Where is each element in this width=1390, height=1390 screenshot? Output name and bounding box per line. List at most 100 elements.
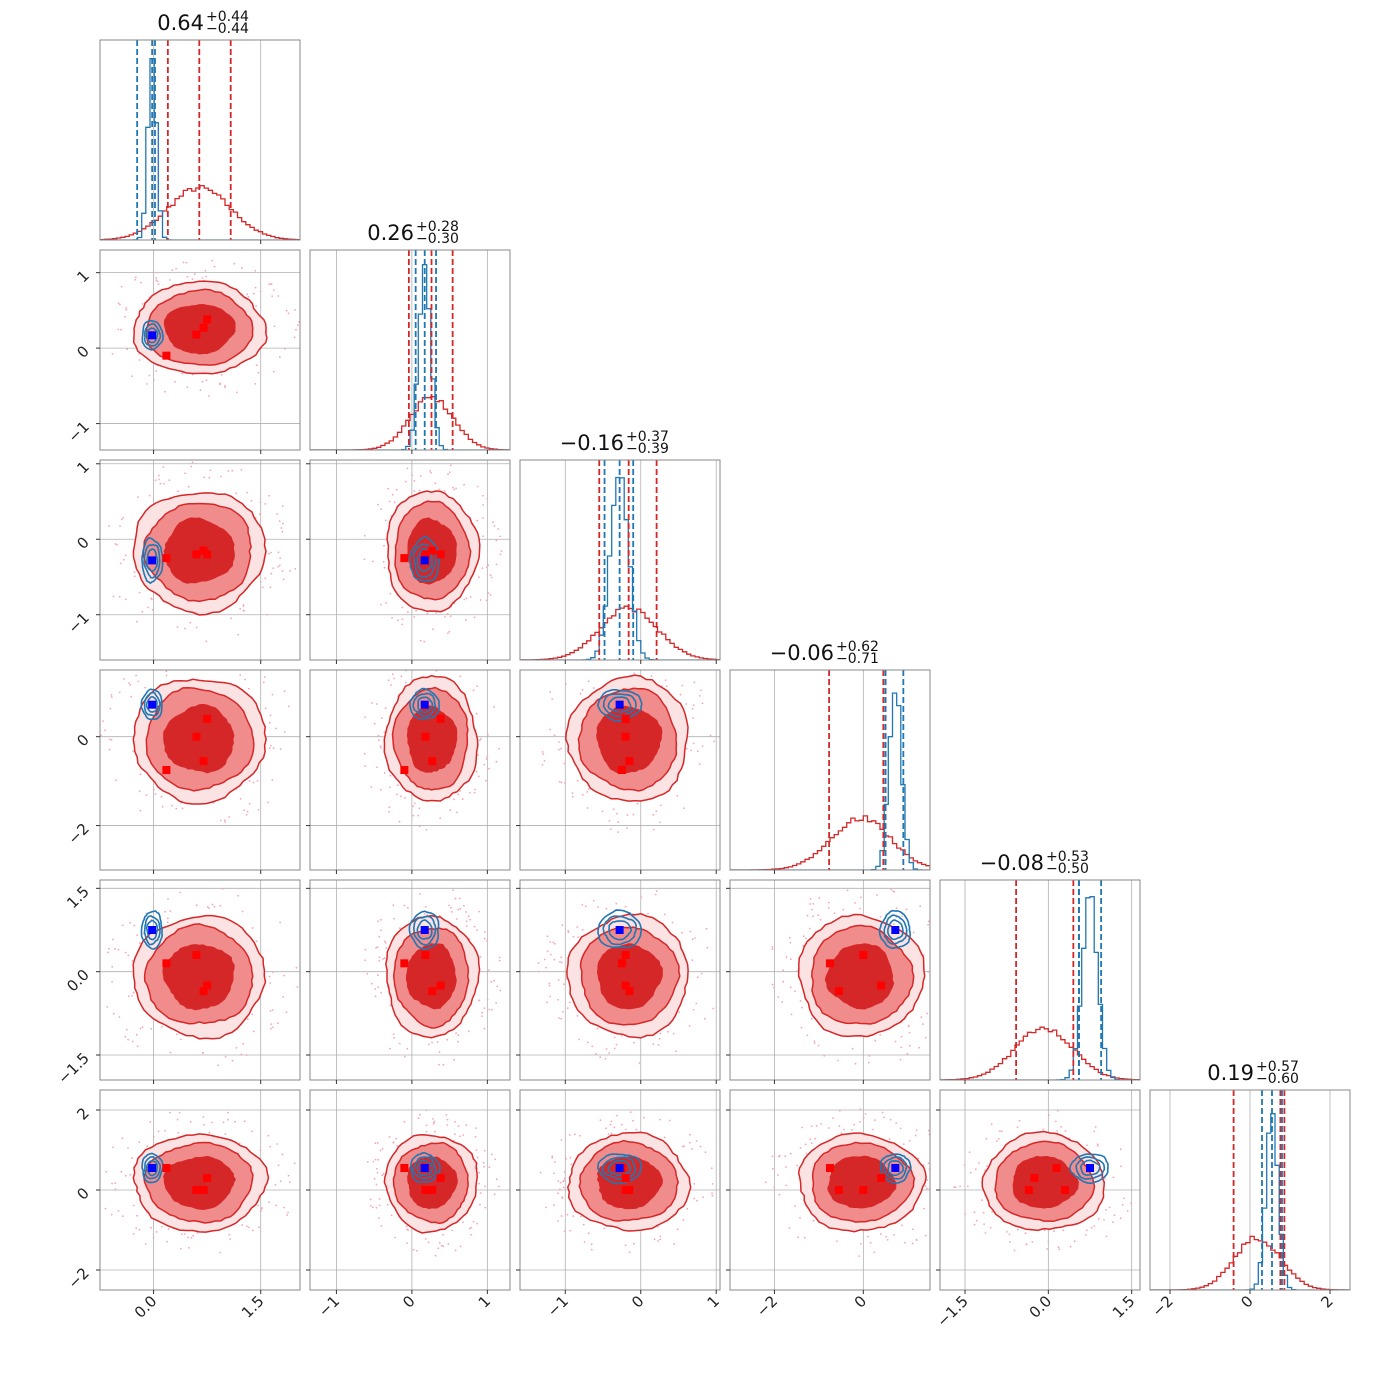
scatter-point-red [286,1214,289,1216]
panel-frame [99,669,301,871]
marker-red [1052,1164,1061,1172]
scatter-point-red [1046,1248,1049,1250]
scatter-point-red [989,1226,992,1229]
contour-blue-0 [409,687,441,720]
y-tick-label-2: −1 [64,609,92,637]
marker-blue [615,1164,624,1172]
scatter-point-red [374,1142,377,1145]
scatter-point-red [272,567,275,570]
scatter-point-red [136,1214,139,1217]
scatter-point-red [251,1013,254,1016]
scatter-point-red [206,906,209,908]
scatter-point-red [126,348,129,351]
scatter-point-red [599,1056,602,1059]
panel-title-4: −0.08 +0.53−0.50 [980,849,1089,877]
scatter-point-red [576,1014,579,1017]
scatter-point-red [268,552,270,555]
scatter-point-red [568,1001,571,1004]
scatter-point-red [924,1185,927,1188]
scatter-point-red [566,1007,569,1009]
panel-1-1 [309,249,511,454]
scatter-point-red [193,273,196,276]
scatter-point-red [713,740,716,743]
scatter-point-red [565,977,568,980]
scatter-point-red [918,1046,920,1049]
scatter-point-red [258,1226,260,1229]
scatter-point-red [904,1241,906,1244]
panel-frame [99,249,301,451]
scatter-point-red [984,1232,987,1234]
scatter-point-red [208,656,210,658]
scatter-point-red [378,1204,381,1207]
scatter-point-red [264,503,267,505]
scatter-point-red [932,967,934,969]
scatter-point-red [227,1118,229,1121]
scatter-point-red [296,324,299,326]
scatter-point-red [563,762,566,765]
marker-red [400,1164,409,1172]
scatter-point-red [289,570,291,572]
scatter-point-red [272,747,275,750]
scatter-point-red [681,1145,684,1148]
scatter-point-red [141,610,144,613]
scatter-point-red [557,998,560,1001]
scatter-point-red [996,1140,998,1143]
scatter-point-red [463,598,466,601]
scatter-point-red [809,903,811,905]
panel-content [100,250,300,450]
scatter-point-red [497,528,500,530]
scatter-point-red [128,682,131,684]
scatter-point-red [469,1227,471,1230]
scatter-point-red [296,986,299,988]
marker-red [199,987,208,996]
scatter-point-red [854,902,856,904]
scatter-point-red [467,1030,470,1033]
scatter-point-red [293,336,296,339]
scatter-point-red [481,1015,483,1017]
scatter-point-red [591,1045,594,1048]
scatter-point-red [926,1187,928,1190]
scatter-point-red [1018,1119,1021,1122]
title-value: 0.26 [367,221,414,245]
scatter-point-red [114,947,116,950]
scatter-point-red [230,617,232,620]
scatter-point-red [604,667,606,669]
marker-red [192,951,201,959]
scatter-point-red [419,639,422,642]
scatter-point-red [947,1198,949,1200]
scatter-point-red [382,1172,385,1175]
scatter-point-red [496,985,499,988]
marker-blue [420,556,429,565]
scatter-point-red [473,616,476,619]
scatter-point-red [771,983,774,986]
scatter-point-red [133,571,136,573]
scatter-point-red [581,793,584,796]
scatter-point-red [890,888,893,891]
scatter-point-red [278,520,281,522]
scatter-point-red [385,947,388,949]
scatter-point-red [782,969,785,972]
marker-blue [420,700,429,709]
scatter-point-red [131,959,134,962]
scatter-point-red [134,278,137,281]
scatter-point-red [227,1111,230,1114]
scatter-point-red [405,1225,408,1228]
scatter-point-red [586,1041,589,1044]
scatter-point-red [413,480,416,482]
scatter-point-red [1056,1109,1059,1112]
scatter-point-red [813,1042,816,1044]
marker-red [621,951,630,959]
scatter-point-red [864,1113,867,1115]
scatter-point-red [114,1188,117,1190]
scatter-point-red [377,986,380,988]
scatter-point-red [442,1063,445,1066]
scatter-point-red [255,940,258,943]
scatter-point-red [945,1156,947,1158]
scatter-point-red [562,1010,564,1013]
panel-frame [729,879,931,1081]
scatter-point-red [125,1028,128,1031]
scatter-point-red [371,1206,374,1209]
scatter-point-red [247,687,250,690]
scatter-point-red [692,717,694,720]
scatter-point-red [542,753,545,755]
